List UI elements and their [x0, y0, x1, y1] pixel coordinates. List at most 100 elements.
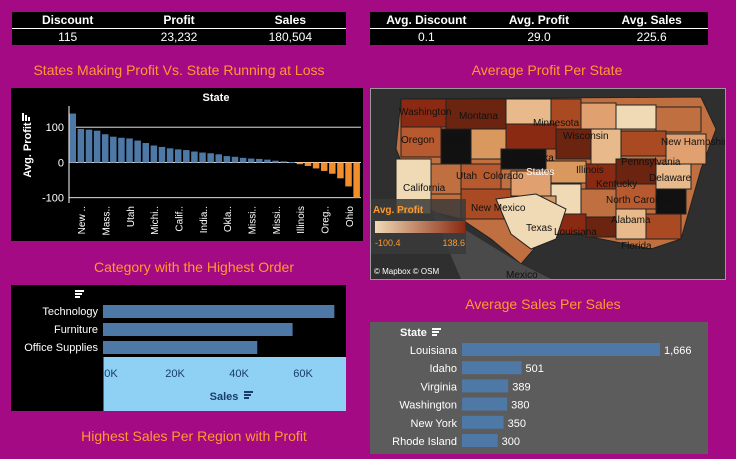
map-state-region[interactable]: [615, 208, 647, 240]
chart1-xtick: New ..: [77, 206, 88, 234]
map-state-region[interactable]: [655, 106, 702, 133]
category-sales-chart: Technology Furniture Office Supplies 0K 20K…: [24, 290, 346, 411]
chart1-bar[interactable]: [215, 154, 223, 163]
chart1-bar[interactable]: [93, 130, 101, 163]
map-label: Colorado: [483, 171, 524, 182]
map-state-region[interactable]: [510, 170, 552, 197]
map-state-region[interactable]: [500, 148, 547, 170]
chart1-bar[interactable]: [304, 162, 312, 166]
chart3-bar[interactable]: [462, 415, 504, 429]
map-state-region[interactable]: [645, 213, 682, 240]
map-label: Oregon: [401, 135, 434, 146]
chart1-bar[interactable]: [158, 146, 166, 163]
chart1-bar[interactable]: [272, 160, 279, 163]
chart1-bar[interactable]: [101, 134, 109, 163]
chart1-bar[interactable]: [280, 161, 287, 163]
map-state-region[interactable]: [440, 128, 472, 165]
chart3-ylabel: State: [400, 327, 427, 339]
chart1-bar[interactable]: [247, 158, 255, 163]
chart1-bar[interactable]: [223, 156, 231, 163]
chart1-bar[interactable]: [337, 162, 344, 179]
map-label: New Mexico: [471, 203, 526, 214]
chart1-xtick: Utah: [126, 206, 137, 227]
chart3-value-label: 380: [511, 400, 529, 412]
map-state-region[interactable]: [460, 163, 502, 190]
sort-icon[interactable]: [22, 113, 30, 121]
chart2-bar[interactable]: [103, 323, 293, 336]
map-state-region[interactable]: [615, 104, 657, 130]
chart3-category: Louisiana: [410, 345, 458, 357]
map-label: Utah: [456, 171, 477, 182]
map-state-texas[interactable]: [495, 193, 567, 250]
map-state-region[interactable]: [555, 128, 592, 160]
chart1-ytick: 100: [46, 122, 64, 134]
chart3-bar[interactable]: [462, 379, 509, 393]
map-state-region[interactable]: [615, 158, 657, 185]
map-state-region[interactable]: [505, 98, 552, 125]
kpi-value-profit: 23,232: [160, 30, 198, 44]
sort-icon[interactable]: [244, 391, 253, 399]
chart1-bar[interactable]: [264, 159, 271, 163]
map-state-region[interactable]: [445, 98, 507, 130]
chart1-bar[interactable]: [231, 156, 239, 163]
chart3-bar[interactable]: [462, 343, 660, 356]
map-label: Wisconsin: [563, 131, 609, 142]
map-label: Alabama: [611, 215, 651, 226]
chart3-value-label: 350: [508, 418, 526, 430]
map-state-region[interactable]: [655, 188, 687, 215]
chart1-bar[interactable]: [166, 148, 174, 163]
map-label: New Hampshire: [661, 137, 725, 148]
chart1-bar[interactable]: [199, 152, 206, 163]
chart1-bar[interactable]: [288, 162, 296, 163]
profit-by-state-chart: State Avg. Profit -100 0 100 New .. Mass.. U…: [22, 92, 361, 235]
map-label: Nebraska: [511, 153, 554, 164]
title-states-profit: States Making Profit Vs. State Running a…: [33, 62, 325, 78]
chart2-bar[interactable]: [103, 305, 335, 318]
chart1-bar[interactable]: [77, 128, 85, 163]
chart1-bar[interactable]: [110, 136, 117, 163]
chart1-bar[interactable]: [183, 150, 190, 163]
sort-icon[interactable]: [75, 290, 84, 298]
us-profit-map[interactable]: Washington Montana Minnesota Wisconsin Orego…: [371, 89, 733, 281]
chart1-bar[interactable]: [353, 162, 360, 198]
map-state-region[interactable]: [580, 102, 617, 130]
chart1-bar[interactable]: [312, 162, 320, 169]
title-avg-profit-state: Average Profit Per State: [471, 62, 623, 78]
chart3-bar[interactable]: [462, 361, 522, 375]
chart1-bar[interactable]: [320, 162, 328, 171]
chart3-bar[interactable]: [462, 434, 498, 447]
chart2-bar[interactable]: [103, 341, 258, 354]
map-state-region[interactable]: [655, 163, 692, 190]
chart1-bar[interactable]: [191, 151, 198, 163]
chart1-xtick: Missi..: [248, 206, 259, 234]
map-state-region[interactable]: [620, 130, 667, 157]
chart2-category: Furniture: [54, 324, 98, 336]
chart1-bar[interactable]: [142, 143, 150, 163]
chart3-value-label: 1,666: [664, 345, 692, 357]
profit-by-state-panel: State Avg. Profit -100 0 100 New .. Mass.. U…: [11, 88, 363, 241]
sort-icon[interactable]: [432, 328, 441, 336]
chart1-bar[interactable]: [118, 137, 125, 163]
chart1-xtick: Missi..: [272, 206, 283, 234]
chart1-bar[interactable]: [150, 145, 158, 163]
chart1-bar[interactable]: [256, 158, 263, 163]
chart1-bar[interactable]: [345, 162, 352, 187]
chart1-bar[interactable]: [126, 138, 133, 163]
chart1-bar[interactable]: [296, 162, 304, 165]
chart1-bar[interactable]: [134, 140, 141, 163]
chart3-category: Idaho: [429, 363, 457, 375]
chart1-bar[interactable]: [174, 149, 182, 163]
chart1-bar[interactable]: [329, 162, 336, 174]
chart1-bar[interactable]: [239, 157, 247, 163]
chart2-xtick: 60K: [293, 368, 313, 380]
chart1-title: State: [203, 92, 230, 104]
chart1-bar[interactable]: [85, 129, 93, 163]
chart3-bar[interactable]: [462, 397, 508, 411]
map-state-region[interactable]: [665, 133, 707, 165]
map-state-region[interactable]: [430, 163, 462, 195]
kpi-header-sales: Sales: [274, 13, 306, 27]
map-label: Louisiana: [554, 227, 597, 238]
chart1-bar[interactable]: [207, 153, 214, 163]
map-state-region[interactable]: [400, 126, 442, 158]
chart1-bar[interactable]: [69, 113, 77, 163]
